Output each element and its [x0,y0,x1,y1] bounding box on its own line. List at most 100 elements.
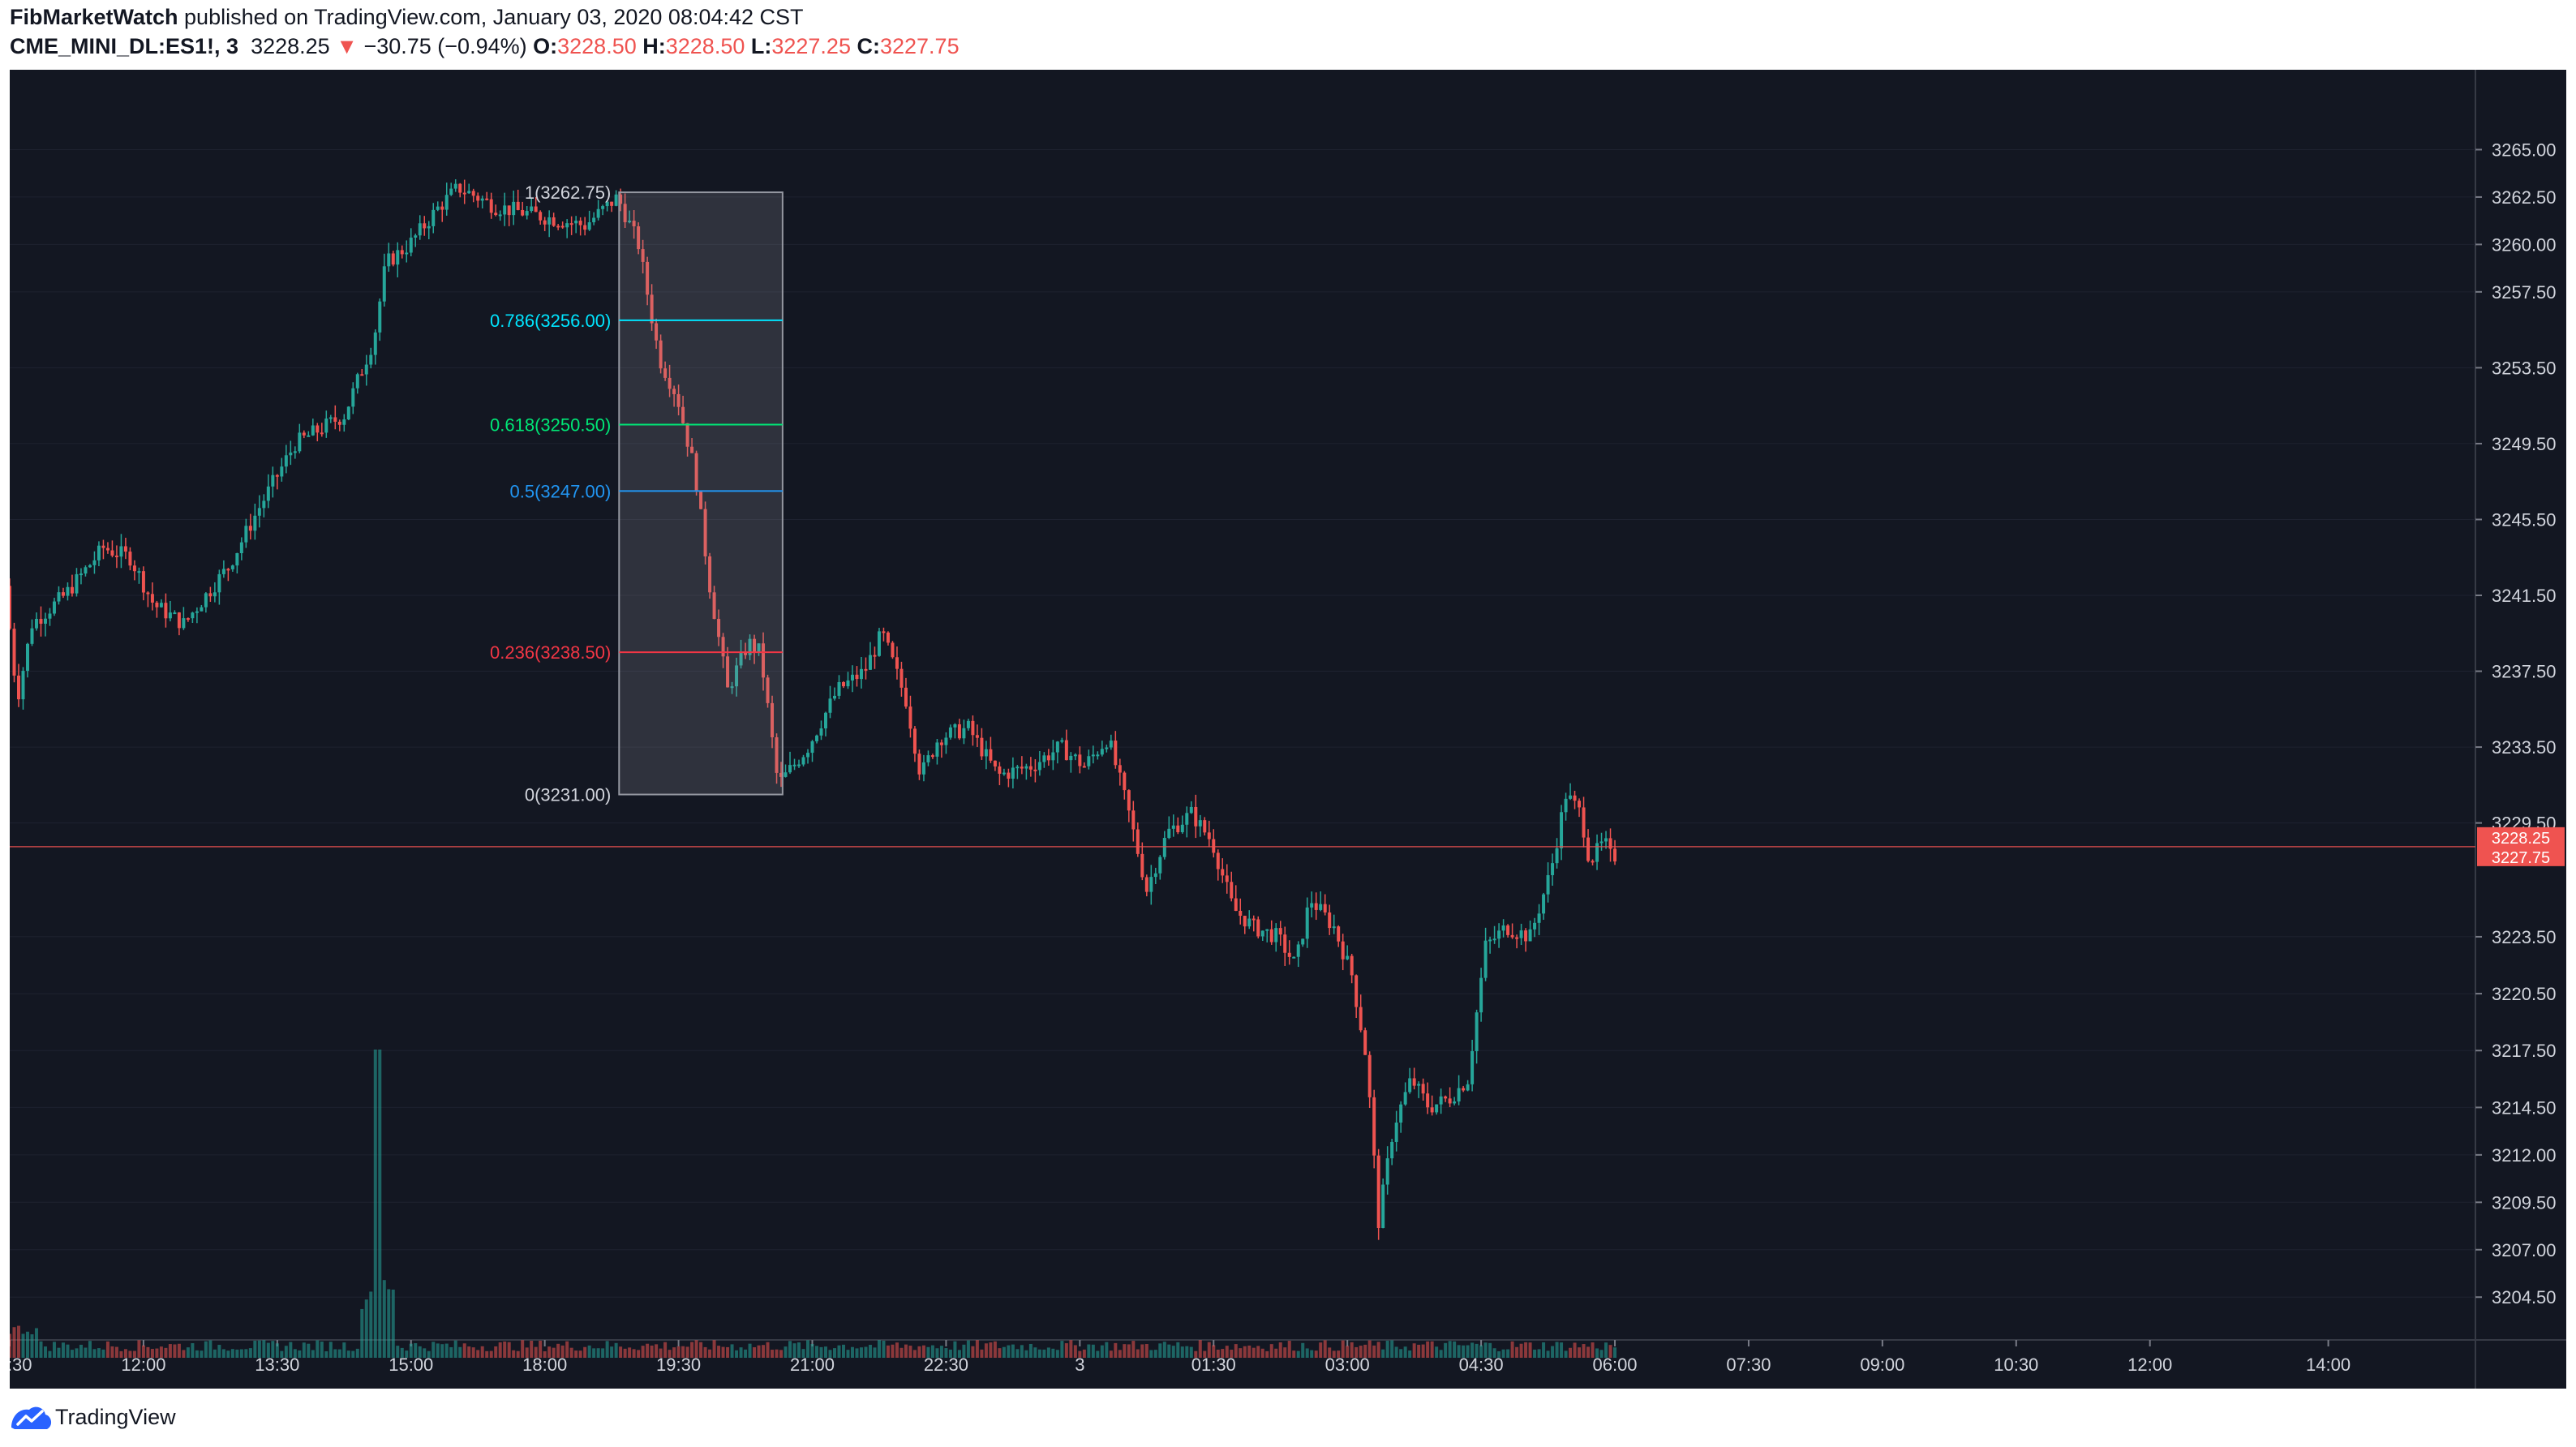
candle-body [1608,838,1612,849]
candlestick-chart[interactable]: 3265.00 3262.50 3260.00 3257.50 3253.50 3249.… [10,70,2566,1389]
candle-body [458,183,462,193]
volume-bar [1591,1342,1595,1358]
volume-bar [378,1050,382,1358]
candle-body [962,728,966,739]
volume-bar [30,1334,34,1358]
candle-body [1078,754,1082,766]
volume-bar [717,1346,721,1358]
candle-body [1243,916,1247,927]
volume-bar [1024,1350,1028,1358]
candle-body [944,737,948,745]
price-axis-label: 3223.50 [2492,927,2557,947]
volume-bar [1323,1340,1327,1358]
volume-bar [141,1345,145,1358]
volume-bar [1185,1346,1189,1358]
publish-text: published on TradingView.com, January 03… [178,5,804,29]
candle-body [369,354,373,365]
volume-bar [164,1347,168,1358]
candle-body [1189,806,1193,814]
volume-bar [628,1347,632,1358]
volume-bar [137,1340,141,1358]
volume-bar [846,1350,850,1358]
volume-bar [646,1343,650,1358]
price-axis-label: 3209.50 [2492,1192,2557,1213]
volume-bar [1162,1342,1166,1358]
volume-bar [757,1345,761,1358]
volume-bar [1555,1342,1559,1358]
publisher-name[interactable]: FibMarketWatch [10,5,178,29]
volume-bar [921,1345,925,1358]
candle-body [1551,863,1555,875]
close-price-label: 3227.75 [2492,849,2550,867]
candle-body [1435,1104,1439,1113]
volume-bar [226,1350,230,1358]
volume-bar [110,1346,114,1358]
volume-bar [1144,1344,1148,1358]
volume-bar [1560,1342,1564,1358]
candle-body [1448,1098,1452,1104]
volume-bar [1015,1349,1020,1358]
candle-body [895,657,899,669]
volume-bar [253,1340,257,1358]
volume-bar [1421,1344,1425,1358]
volume-bar [1301,1342,1305,1358]
candle-body [1140,853,1144,878]
candle-body [721,637,725,657]
volume-bar [43,1346,47,1358]
low-label: L: [750,34,772,58]
volume-bar [1310,1350,1314,1358]
high-value: 3228.50 [665,34,745,58]
volume-bar [284,1346,288,1358]
volume-bar [605,1341,609,1358]
symbol-name[interactable]: CME_MINI_DL:ES1!, 3 [10,34,239,58]
candle-body [596,208,600,218]
volume-bar [801,1349,805,1358]
volume-bar [16,1325,20,1358]
candle-body [1149,877,1153,892]
volume-bar [128,1350,132,1358]
candle-body [110,550,114,556]
volume-bar [1243,1346,1247,1358]
chart-area[interactable]: 3265.00 3262.50 3260.00 3257.50 3253.50 3249.… [10,70,2566,1389]
candle-body [427,225,431,229]
candle-body [1015,766,1020,769]
volume-bar [405,1350,409,1358]
candle-body [1234,898,1238,911]
candle-body [1430,1107,1434,1113]
volume-bar [957,1350,961,1358]
volume-bar [364,1299,368,1358]
volume-bar [1260,1348,1264,1358]
volume-bar [1385,1340,1389,1358]
volume-bar [899,1347,904,1358]
tradingview-logo-icon[interactable] [10,1403,54,1432]
candle-body [1256,919,1260,937]
volume-bar [926,1346,930,1358]
candle-body [414,235,418,238]
volume-bar [1328,1347,1332,1358]
candle-body [25,643,29,672]
candle-body [1555,848,1559,864]
candle-body [1042,755,1046,762]
candle-body [79,573,83,576]
candle-body [39,619,43,624]
volume-bar [1537,1349,1541,1358]
volume-bar [289,1342,293,1358]
volume-bar [771,1350,775,1358]
candle-body [1537,913,1541,923]
candle-body [186,618,190,620]
time-axis-label: 09:00 [1860,1355,1904,1375]
volume-bar [1319,1342,1323,1358]
candle-body [1417,1084,1421,1086]
volume-bar [414,1343,418,1358]
volume-bar [39,1341,43,1358]
candle-body [926,755,930,762]
volume-bar [610,1346,614,1358]
volume-bar [966,1340,970,1358]
candle-body [610,201,614,206]
volume-bar [868,1345,872,1358]
candle-body [676,393,680,407]
candle-body [1319,904,1323,910]
candle-body [1158,857,1162,874]
volume-bar [1055,1350,1059,1358]
tradingview-brand[interactable]: TradingView [55,1405,176,1429]
